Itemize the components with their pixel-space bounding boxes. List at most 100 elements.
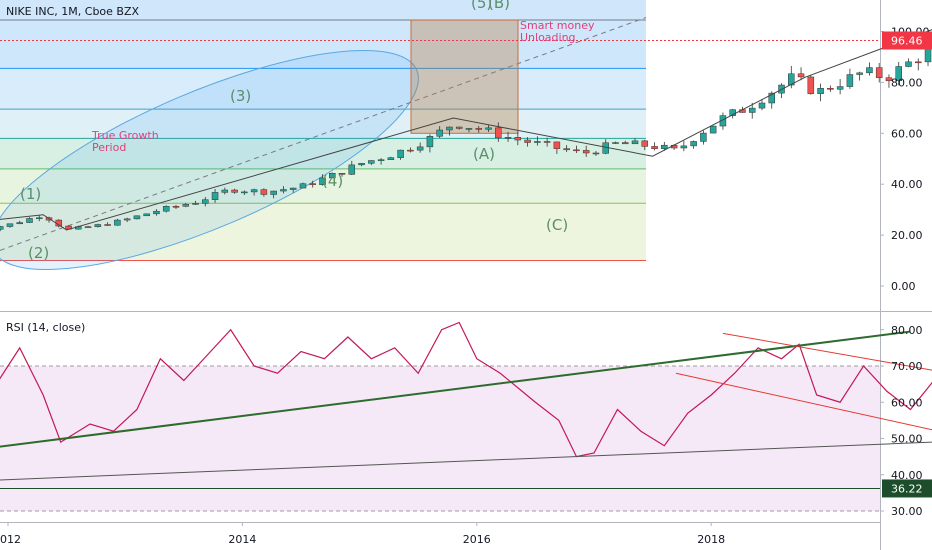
candle-body <box>895 66 902 82</box>
rsi-tick-label: 40.00 <box>891 469 923 482</box>
candle-body <box>827 88 834 90</box>
last-price-badge <box>882 31 932 50</box>
rsi-tick-label: 60.00 <box>891 396 923 409</box>
time-tick-label: 2018 <box>697 533 725 546</box>
rsi-tick-label: 50.00 <box>891 433 923 446</box>
fib-zone <box>0 0 646 21</box>
candle-body <box>553 141 561 149</box>
candle-body <box>758 102 766 109</box>
growth-note-line1: True Growth <box>91 129 159 142</box>
candle-body <box>338 172 346 175</box>
candle-body <box>143 213 150 217</box>
wave-label-C: (C) <box>546 216 568 234</box>
candle-body <box>309 183 316 185</box>
candle-body <box>455 126 463 129</box>
rsi-trendline <box>722 332 932 371</box>
candle-body <box>299 183 307 189</box>
candle-body <box>875 67 883 78</box>
candle-body <box>407 149 414 152</box>
candle-body <box>368 160 375 164</box>
candle-body <box>241 191 248 194</box>
candle-body <box>6 223 14 227</box>
candle-body <box>563 148 570 151</box>
candle-body <box>690 141 697 147</box>
fib-zone <box>0 20 646 69</box>
candle-body <box>495 127 502 139</box>
growth-ellipse <box>0 49 419 271</box>
candle-body <box>221 189 229 193</box>
candle-body <box>709 125 717 134</box>
candle-body <box>592 152 600 155</box>
candle-body <box>377 159 385 161</box>
candle-body <box>846 74 854 87</box>
candle-body <box>661 144 668 149</box>
candle-body <box>485 127 492 130</box>
wave-label-1: (1) <box>20 185 41 203</box>
candle-body <box>436 129 443 137</box>
last-price-value: 96.46 <box>891 35 923 48</box>
candle-body <box>182 204 190 207</box>
candle-body <box>817 88 824 94</box>
growth-note-line2: Period <box>92 141 126 154</box>
candle-body <box>416 146 424 151</box>
candle-body <box>446 126 453 131</box>
price-tick-label: 60.00 <box>891 127 923 140</box>
candle-body <box>573 149 580 152</box>
candle-body <box>0 226 4 230</box>
wave-label-4: (4) <box>322 172 343 190</box>
candle-body <box>534 141 541 143</box>
rsi-value: 36.22 <box>891 482 923 495</box>
smart-money-box <box>410 19 519 134</box>
wave-label-2: (2) <box>28 244 49 262</box>
price-tick-label: 20.00 <box>891 229 923 242</box>
fib-zone <box>0 168 646 204</box>
fib-zone <box>0 138 646 169</box>
candle-body <box>680 145 688 149</box>
candle-body <box>514 137 522 141</box>
candle-body <box>104 224 111 226</box>
candle-body <box>641 140 649 147</box>
candle-body <box>748 107 756 113</box>
candle-body <box>192 203 199 205</box>
candle-body <box>16 222 23 225</box>
candle-body <box>94 224 102 227</box>
candle-body <box>289 187 297 190</box>
fib-zone <box>0 68 646 110</box>
candle-body <box>524 139 531 143</box>
candle-body <box>465 128 473 130</box>
candle-body <box>475 128 483 130</box>
candle-body <box>700 132 707 142</box>
candle-body <box>114 219 121 226</box>
price-tick-label: 0.00 <box>891 280 916 293</box>
price-tick-label: 80.00 <box>891 76 923 89</box>
candle-body <box>348 164 356 175</box>
candle-body <box>172 206 180 208</box>
candle-body <box>26 218 33 223</box>
rsi-value-badge <box>882 479 932 498</box>
trend-line-dashed <box>0 17 647 251</box>
candle-body <box>807 76 815 94</box>
smart-money-note-line2: Unloading <box>520 31 576 44</box>
candle-body <box>866 67 873 74</box>
rsi-tick-label: 80.00 <box>891 324 923 337</box>
elliott-wave-path <box>0 29 932 231</box>
candle-body <box>319 177 326 185</box>
wave-label-5: (5) <box>471 0 492 12</box>
candle-body <box>788 73 795 86</box>
candle-body <box>133 215 141 220</box>
price-tick-label: 40.00 <box>891 178 923 191</box>
candle-body <box>280 189 287 192</box>
rsi-tick-label: 70.00 <box>891 360 923 373</box>
candle-body <box>582 150 590 154</box>
smart-money-note-line1: Smart money <box>520 19 595 32</box>
candle-body <box>123 218 131 221</box>
candle-body <box>612 142 619 144</box>
candle-body <box>211 192 219 200</box>
candle-body <box>84 226 92 228</box>
time-tick-label: 2016 <box>463 533 491 546</box>
candle-body <box>915 61 922 64</box>
candle-body <box>426 136 434 148</box>
candle-body <box>153 210 160 215</box>
